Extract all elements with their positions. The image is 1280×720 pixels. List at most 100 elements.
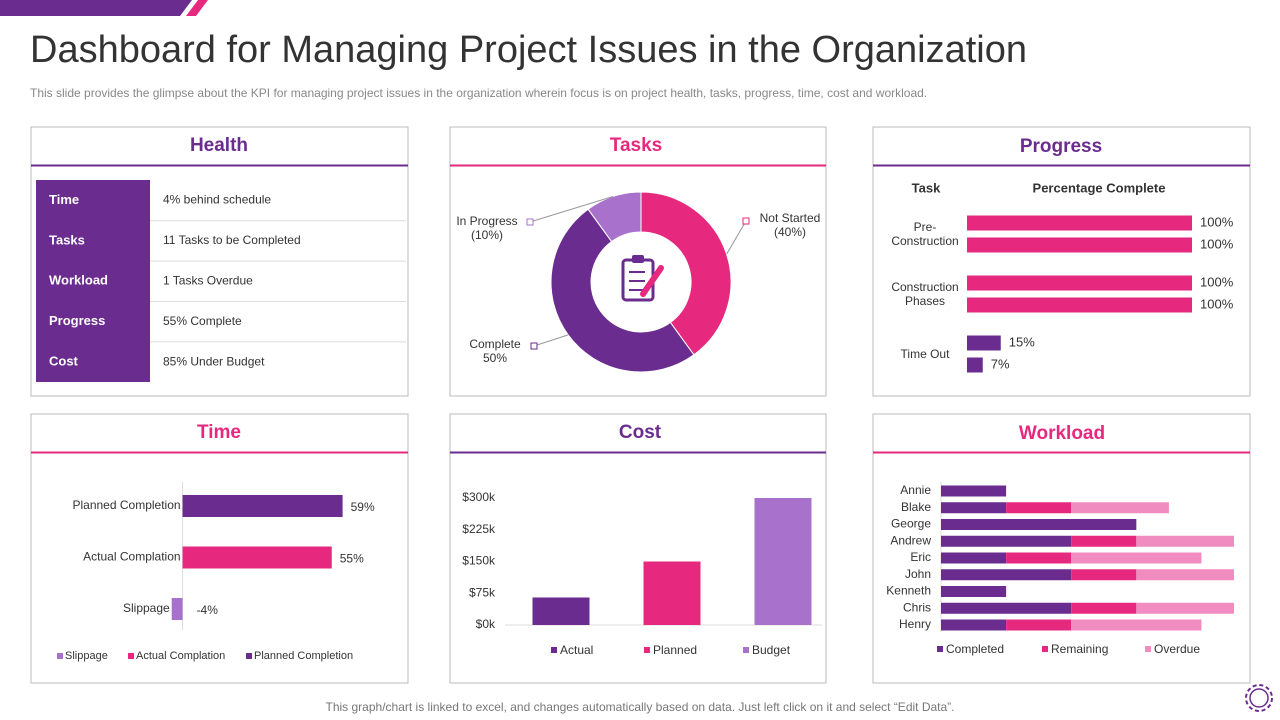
health-value: 4% behind schedule	[163, 193, 271, 207]
category-label: Andrew	[890, 533, 931, 547]
leader-line	[533, 334, 569, 347]
category-label: Planned Completion	[72, 498, 180, 512]
slice-value: (40%)	[774, 225, 806, 239]
legend-swatch	[246, 653, 252, 659]
legend-swatch	[1145, 646, 1151, 652]
category-label: Pre-Construction	[891, 220, 959, 248]
leader-marker	[742, 217, 750, 225]
legend-swatch	[57, 653, 63, 659]
bar	[532, 597, 590, 625]
health-label: Progress	[49, 313, 105, 328]
bar	[967, 335, 1001, 351]
bar-segment	[1071, 502, 1169, 514]
bar	[643, 561, 701, 625]
bar-segment	[941, 485, 1007, 497]
clipboard-clip	[632, 255, 644, 263]
donut-slice	[640, 191, 732, 356]
category-label: Slippage	[123, 601, 170, 615]
legend-label: Overdue	[1154, 642, 1200, 656]
slice-value: 50%	[483, 351, 507, 365]
value-label: -4%	[197, 603, 219, 617]
value-label: 59%	[351, 500, 375, 514]
category-label: Eric	[910, 550, 931, 564]
bar-segment	[1136, 535, 1234, 547]
panel	[872, 413, 1251, 684]
value-label: 100%	[1200, 274, 1234, 289]
slice-label: In Progress	[456, 214, 517, 228]
bar-segment	[941, 602, 1072, 614]
category-label: Time Out	[900, 347, 950, 361]
bar-segment	[1006, 619, 1072, 631]
value-label: 7%	[991, 356, 1010, 371]
panel-title: Cost	[619, 422, 662, 443]
legend-swatch	[1042, 646, 1048, 652]
category-label: Construction Phases	[891, 280, 959, 308]
health-value: 11 Tasks to be Completed	[163, 233, 301, 247]
y-tick-label: $150k	[462, 554, 496, 568]
bar	[967, 275, 1192, 291]
health-value: 1 Tasks Overdue	[163, 273, 253, 287]
legend-swatch	[551, 647, 557, 653]
category-label-box: Construction Phases	[891, 280, 959, 308]
pen-icon	[640, 265, 664, 297]
bar-segment	[1071, 552, 1202, 564]
legend-label: Actual Complation	[136, 650, 225, 662]
panel	[872, 126, 1251, 397]
health-value: 55% Complete	[163, 314, 242, 328]
bar-segment	[941, 552, 1007, 564]
donut-slice	[550, 208, 695, 373]
bar	[182, 546, 332, 569]
corner-stripe	[186, 0, 208, 16]
bar-segment	[1136, 569, 1234, 581]
category-label: Henry	[899, 617, 931, 631]
category-label: John	[905, 567, 931, 581]
column-header: Task	[912, 180, 941, 195]
corner-band	[0, 0, 192, 16]
bar-segment	[1071, 602, 1137, 614]
bar-segment	[1006, 552, 1072, 564]
health-label: Tasks	[49, 232, 85, 247]
y-tick-label: $0k	[476, 617, 496, 631]
bar-segment	[1071, 535, 1137, 547]
bar	[754, 498, 812, 625]
footer-note: This graph/chart is linked to excel, and…	[326, 700, 955, 714]
bar-segment	[941, 586, 1007, 597]
value-label: 55%	[340, 552, 364, 566]
legend-label: Actual	[560, 643, 593, 657]
health-value: 85% Under Budget	[163, 354, 265, 368]
bar	[967, 215, 1192, 231]
bar	[967, 357, 983, 373]
leader-line	[529, 195, 614, 223]
legend-swatch	[644, 647, 650, 653]
column-header: Percentage Complete	[1033, 180, 1166, 195]
bar-segment	[941, 519, 1137, 530]
health-label: Workload	[49, 273, 108, 288]
value-label: 15%	[1009, 334, 1035, 349]
legend-label: Budget	[752, 643, 791, 657]
bar	[182, 495, 343, 517]
health-label-column	[36, 180, 150, 382]
bar-segment	[1071, 619, 1202, 631]
category-label: George	[891, 517, 931, 531]
y-tick-label: $225k	[462, 522, 496, 536]
health-label: Cost	[49, 354, 79, 369]
bar	[967, 297, 1192, 313]
y-tick-label: $75k	[469, 585, 496, 599]
legend-label: Slippage	[65, 650, 108, 662]
panel-title: Health	[190, 135, 248, 156]
bar-segment	[941, 502, 1007, 514]
health-label: Time	[49, 192, 79, 207]
legend-label: Planned Completion	[254, 650, 353, 662]
leader-line	[726, 220, 747, 255]
donut-slice	[587, 191, 642, 243]
health-table: Time 4% behind schedule Tasks 11 Tasks to b…	[49, 192, 406, 369]
panel-title: Progress	[1020, 136, 1102, 157]
bar-segment	[941, 535, 1072, 547]
category-label-box: Time Out	[900, 347, 950, 361]
leader-marker	[526, 218, 534, 226]
bar-segment	[941, 569, 1072, 581]
category-label-box: Pre-Construction	[891, 220, 959, 248]
slice-value: (10%)	[471, 228, 503, 242]
bar-segment	[1071, 569, 1137, 581]
